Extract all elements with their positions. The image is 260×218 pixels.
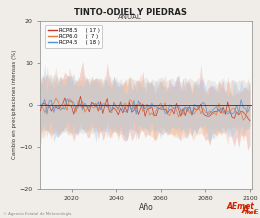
Legend: RCP8.5     ( 17 ), RCP6.0     (  7 ), RCP4.5     ( 18 ): RCP8.5 ( 17 ), RCP6.0 ( 7 ), RCP4.5 ( 18… bbox=[45, 25, 102, 48]
Text: met: met bbox=[245, 210, 257, 215]
Text: ANUAL: ANUAL bbox=[118, 14, 142, 20]
Y-axis label: Cambio en precipitaciones intensas (%): Cambio en precipitaciones intensas (%) bbox=[12, 50, 17, 159]
Text: AEmet: AEmet bbox=[227, 203, 255, 211]
Text: TINTO-ODIEL Y PIEDRAS: TINTO-ODIEL Y PIEDRAS bbox=[74, 8, 186, 17]
Text: A: A bbox=[242, 205, 250, 215]
Text: © Agencia Estatal de Meteorología: © Agencia Estatal de Meteorología bbox=[3, 212, 71, 216]
X-axis label: Año: Año bbox=[139, 203, 154, 212]
Text: E: E bbox=[254, 209, 258, 215]
